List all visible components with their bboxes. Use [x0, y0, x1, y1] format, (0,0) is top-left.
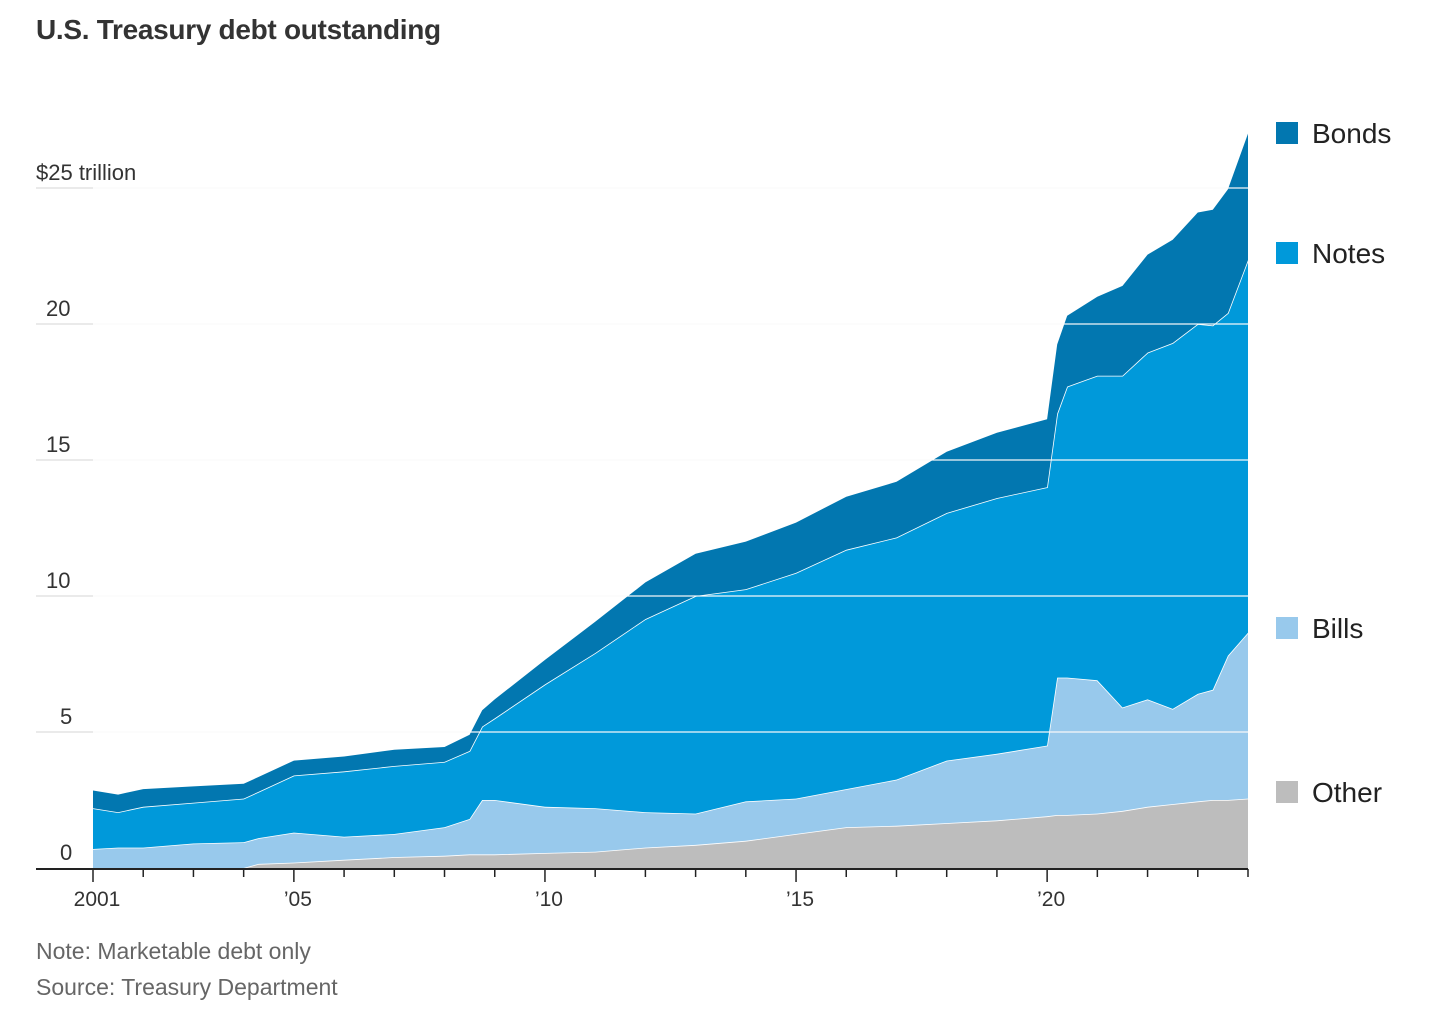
legend-label-bills: Bills [1312, 613, 1363, 644]
gridlines [36, 187, 1248, 733]
x-axis: 2001 ’05 ’10 ’15 ’20 [36, 868, 1249, 911]
area-notes [93, 260, 1248, 850]
x-tick-label: ’15 [786, 888, 814, 911]
y-tick-label: $25 trillion [36, 160, 136, 185]
legend-label-other: Other [1312, 777, 1382, 808]
area-other [93, 798, 1248, 868]
y-tick-label: 10 [46, 568, 70, 593]
x-tick-label: 2001 [74, 888, 121, 911]
y-tick-label: 15 [46, 432, 70, 457]
area-bonds [93, 133, 1248, 813]
legend-label-notes: Notes [1312, 238, 1385, 269]
x-tick-label: ’20 [1037, 888, 1065, 911]
footnote: Note: Marketable debt only [36, 938, 311, 964]
legend-swatch-bills [1276, 617, 1298, 639]
legend-swatch-other [1276, 781, 1298, 803]
legend-label-bonds: Bonds [1312, 118, 1391, 149]
area-bills [93, 632, 1248, 868]
source-note: Source: Treasury Department [36, 974, 338, 1000]
legend-swatch-bonds [1276, 122, 1298, 144]
legend-swatch-notes [1276, 242, 1298, 264]
x-tick-label: ’10 [535, 888, 563, 911]
y-axis-ticks: 0 5 10 15 20 $25 trillion [36, 160, 136, 865]
y-tick-label: 0 [60, 840, 72, 865]
y-tick-label: 5 [60, 704, 72, 729]
chart-title: U.S. Treasury debt outstanding [36, 14, 441, 45]
x-tick-label: ’05 [284, 888, 312, 911]
legend: Other Bills Notes Bonds [1276, 118, 1391, 808]
stacked-areas [92, 133, 1249, 869]
y-tick-label: 20 [46, 296, 70, 321]
